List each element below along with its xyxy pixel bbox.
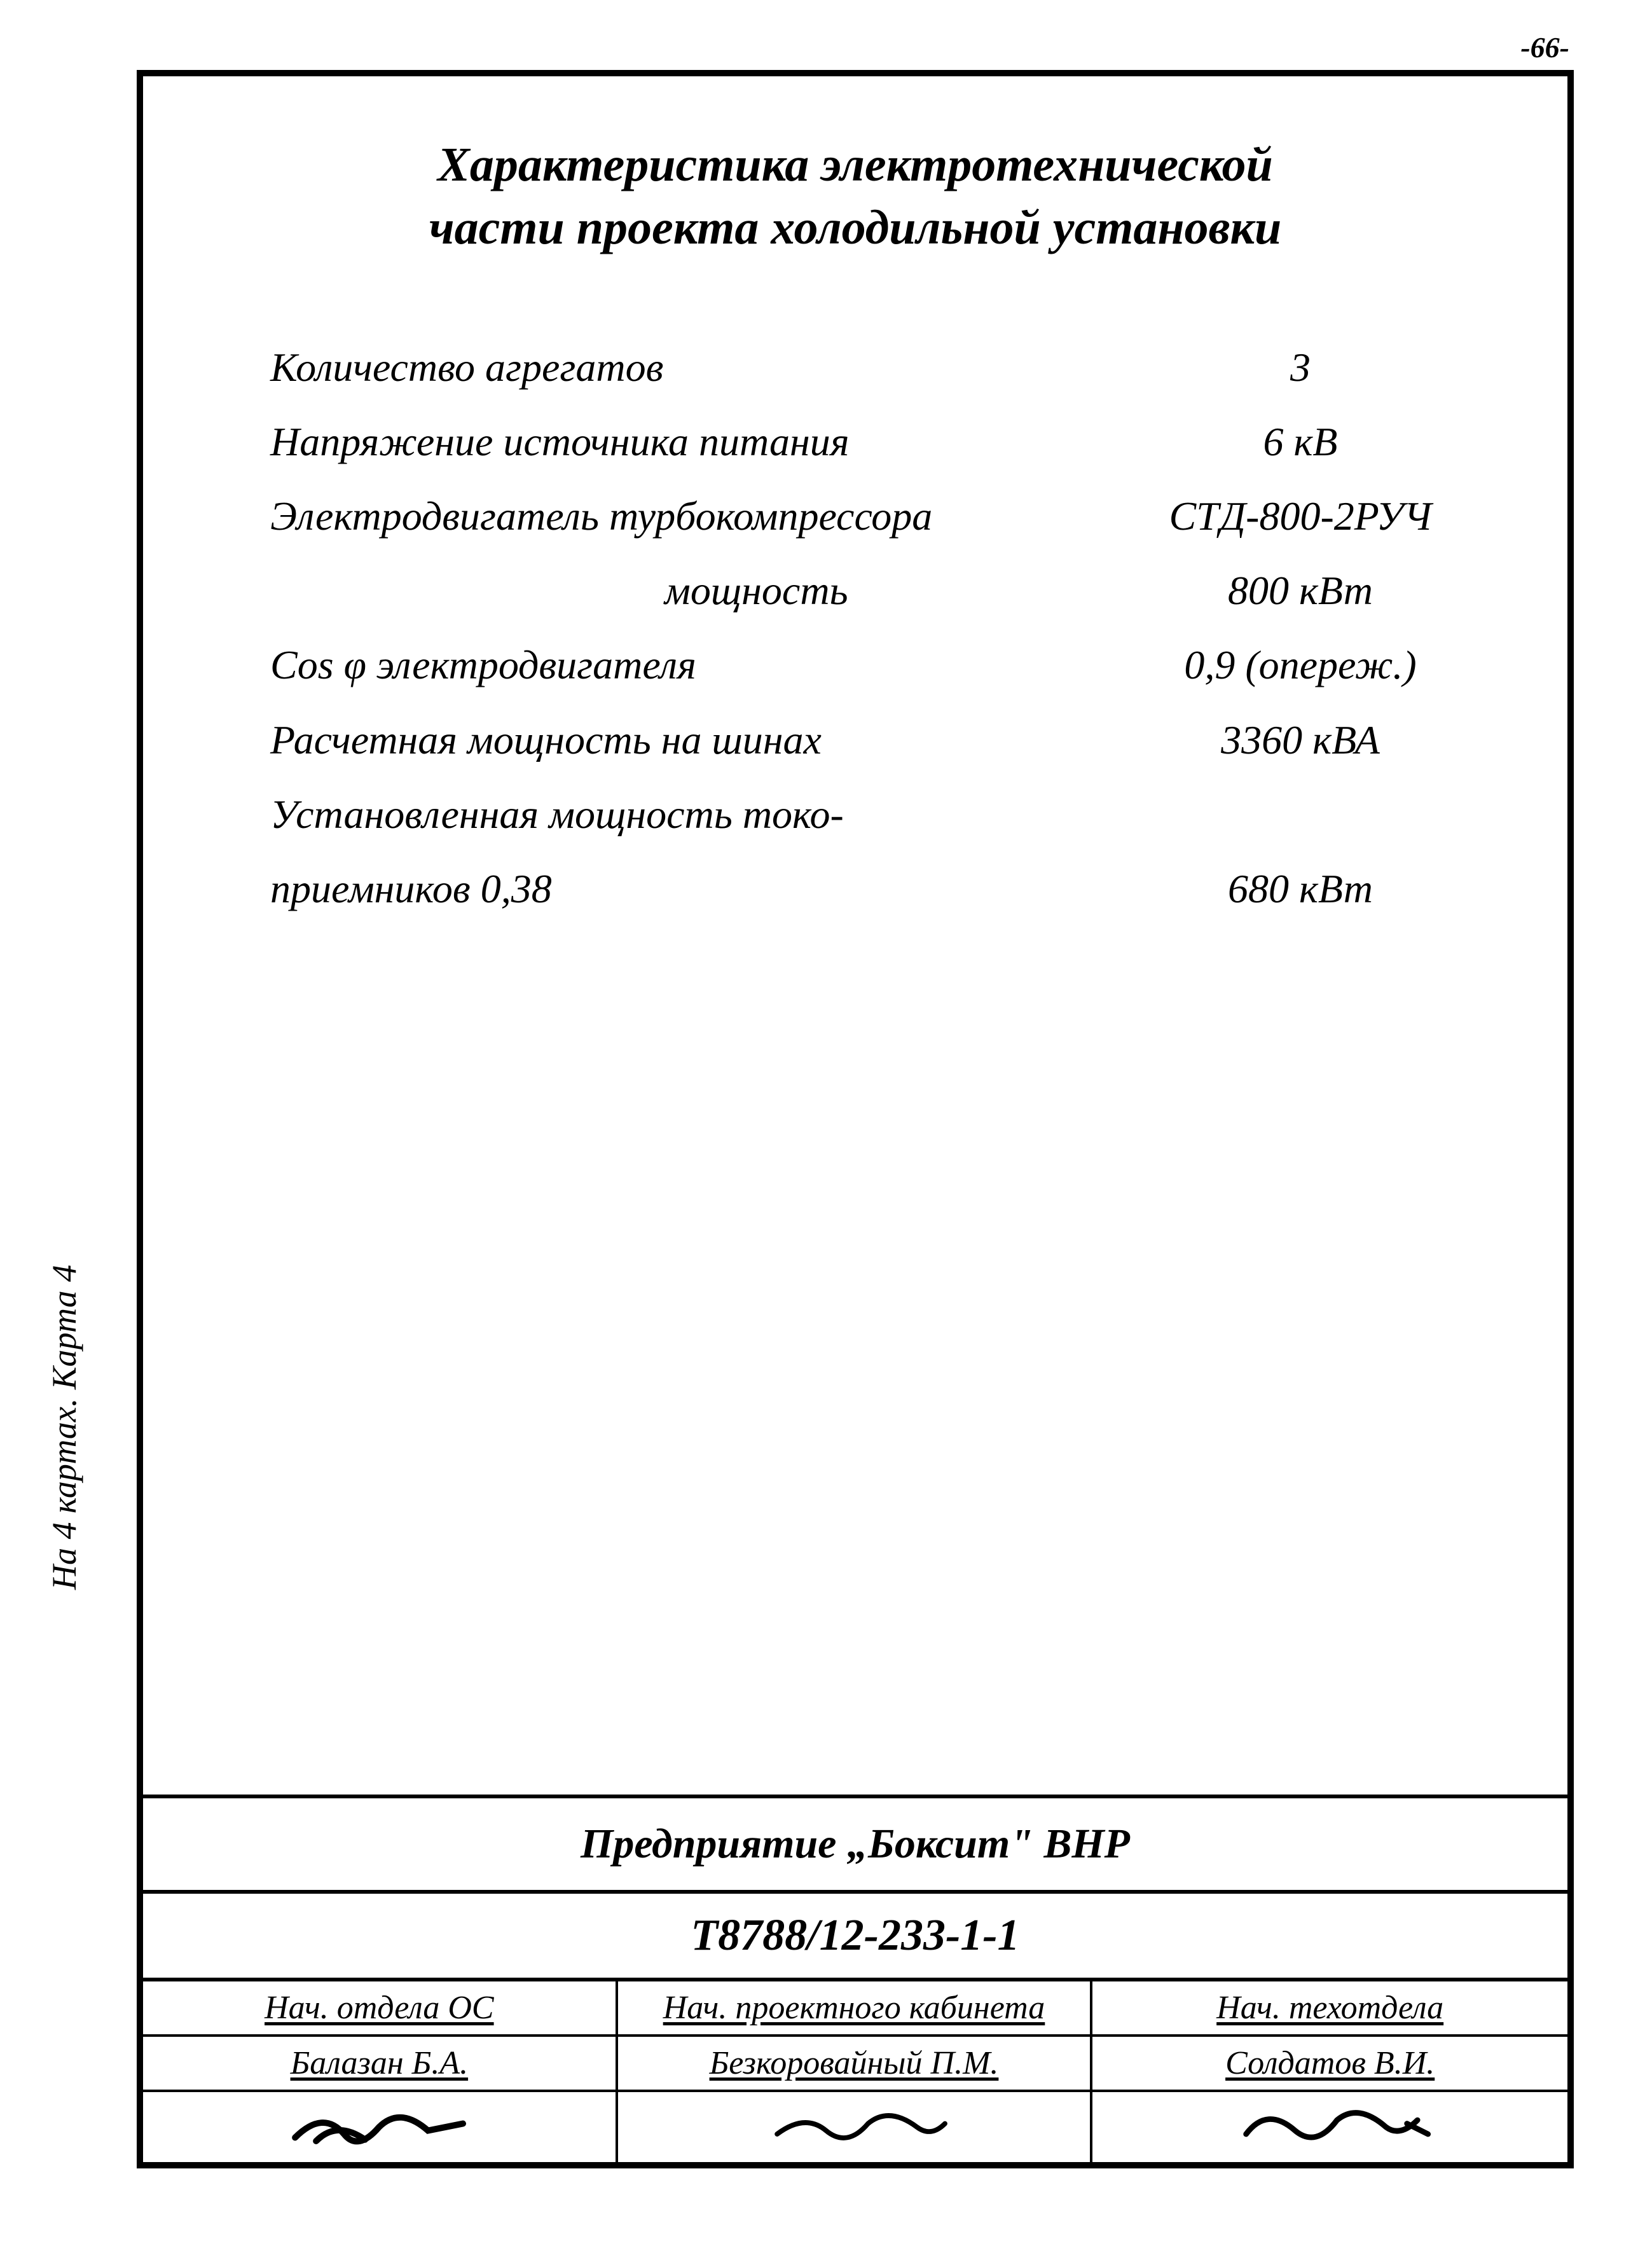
spec-label: Электродвигатель турбокомпрессора xyxy=(270,485,1122,548)
spec-label: приемников 0,38 xyxy=(270,857,1122,920)
spec-value: 800 кВт xyxy=(1122,559,1478,622)
spec-value: 3360 кВА xyxy=(1122,708,1478,771)
spec-value: 6 кВ xyxy=(1122,410,1478,473)
spec-row: Расчетная мощность на шинах 3360 кВА xyxy=(270,708,1478,771)
signature-cell: Нач. проектного кабинета Безкоровайный П… xyxy=(618,1981,1093,2162)
page-number: -66- xyxy=(1520,31,1569,64)
side-margin-note: На 4 картах. Карта 4 xyxy=(45,1265,84,1590)
signatory-name: Балазан Б.А. xyxy=(143,2037,616,2092)
document-title: Характеристика электротехнической части … xyxy=(143,76,1567,285)
signature-icon xyxy=(143,2092,616,2162)
signatory-name: Солдатов В.И. xyxy=(1092,2037,1567,2092)
spec-value: СТД-800-2РУЧ xyxy=(1122,485,1478,548)
signatory-role: Нач. отдела ОС xyxy=(143,1981,616,2037)
signatory-role: Нач. проектного кабинета xyxy=(618,1981,1091,2037)
spec-label: Расчетная мощность на шинах xyxy=(270,708,1122,771)
spec-row: Количество агрегатов 3 xyxy=(270,336,1478,399)
spec-row: Cos φ электродвигателя 0,9 (опереж.) xyxy=(270,633,1478,696)
title-line-1: Характеристика электротехнической xyxy=(437,138,1273,191)
spec-list: Количество агрегатов 3 Напряжение источн… xyxy=(143,285,1567,921)
spec-value: 680 кВт xyxy=(1122,857,1478,920)
spec-label: мощность xyxy=(270,559,1122,622)
spec-row: мощность 800 кВт xyxy=(270,559,1478,622)
spec-row: Установленная мощность токо- xyxy=(270,783,1478,846)
company-name: Предприятие „Боксит" ВНР xyxy=(143,1795,1567,1890)
title-line-2: части проекта холодильной установки xyxy=(429,201,1282,254)
spec-row: Напряжение источника питания 6 кВ xyxy=(270,410,1478,473)
spec-value: 0,9 (опереж.) xyxy=(1122,633,1478,696)
spec-label: Количество агрегатов xyxy=(270,336,1122,399)
spec-row: приемников 0,38 680 кВт xyxy=(270,857,1478,920)
spec-value: 3 xyxy=(1122,336,1478,399)
signature-cell: Нач. отдела ОС Балазан Б.А. xyxy=(143,1981,618,2162)
spec-row: Электродвигатель турбокомпрессора СТД-80… xyxy=(270,485,1478,548)
spec-label: Напряжение источника питания xyxy=(270,410,1122,473)
signatory-name: Безкоровайный П.М. xyxy=(618,2037,1091,2092)
spec-label: Cos φ электродвигателя xyxy=(270,633,1122,696)
page: -66- На 4 картах. Карта 4 Характеристика… xyxy=(0,0,1652,2253)
signature-icon xyxy=(1092,2092,1567,2162)
drawing-frame: Характеристика электротехнической части … xyxy=(137,70,1574,2168)
signature-cell: Нач. техотдела Солдатов В.И. xyxy=(1092,1981,1567,2162)
signature-grid: Нач. отдела ОС Балазан Б.А. Нач. проектн… xyxy=(143,1978,1567,2162)
document-number: Т8788/12-233-1-1 xyxy=(143,1890,1567,1978)
title-block: Предприятие „Боксит" ВНР Т8788/12-233-1-… xyxy=(143,1795,1567,2162)
spec-label: Установленная мощность токо- xyxy=(270,783,1122,846)
signature-icon xyxy=(618,2092,1091,2162)
signatory-role: Нач. техотдела xyxy=(1092,1981,1567,2037)
